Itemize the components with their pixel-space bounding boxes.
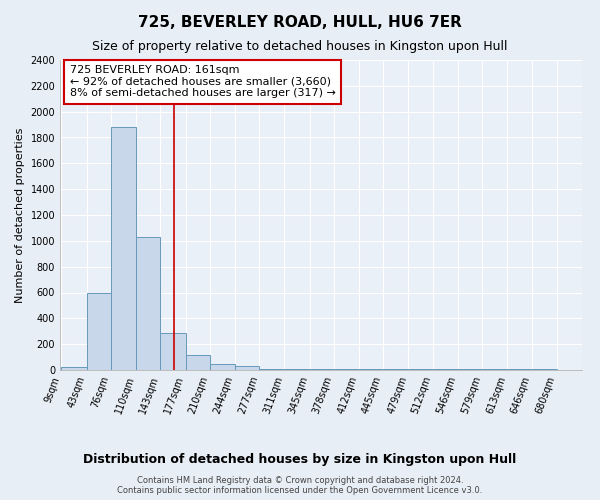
Bar bbox=[86, 292, 111, 370]
Text: Size of property relative to detached houses in Kingston upon Hull: Size of property relative to detached ho… bbox=[92, 40, 508, 53]
Bar bbox=[136, 237, 160, 370]
Y-axis label: Number of detached properties: Number of detached properties bbox=[15, 128, 25, 302]
Bar bbox=[210, 364, 235, 370]
Text: Contains HM Land Registry data © Crown copyright and database right 2024.
Contai: Contains HM Land Registry data © Crown c… bbox=[118, 476, 482, 495]
Bar bbox=[111, 127, 136, 370]
Bar bbox=[235, 366, 259, 370]
Text: 725 BEVERLEY ROAD: 161sqm
← 92% of detached houses are smaller (3,660)
8% of sem: 725 BEVERLEY ROAD: 161sqm ← 92% of detac… bbox=[70, 65, 335, 98]
Bar bbox=[185, 354, 210, 370]
Text: 725, BEVERLEY ROAD, HULL, HU6 7ER: 725, BEVERLEY ROAD, HULL, HU6 7ER bbox=[138, 15, 462, 30]
Bar bbox=[160, 332, 185, 370]
Text: Distribution of detached houses by size in Kingston upon Hull: Distribution of detached houses by size … bbox=[83, 452, 517, 466]
Bar bbox=[61, 368, 86, 370]
